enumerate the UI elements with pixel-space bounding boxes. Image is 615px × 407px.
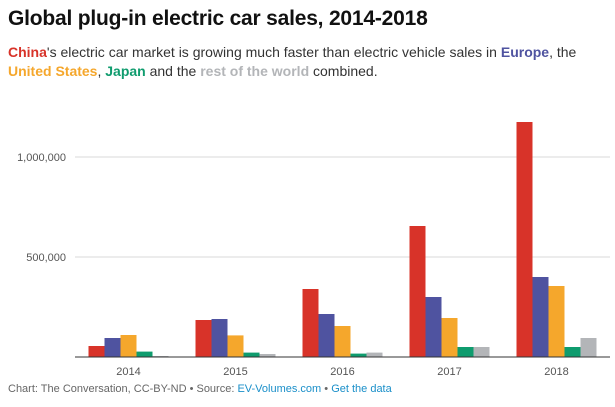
bar-europe-2015: [211, 319, 228, 357]
bar-china-2016: [302, 289, 319, 357]
chart-footer: Chart: The Conversation, CC-BY-ND • Sour…: [8, 383, 392, 395]
bar-china-2018: [516, 122, 533, 357]
bar-europe-2016: [318, 314, 335, 357]
bar-europe-2017: [425, 297, 442, 357]
bar-united-states-2014: [120, 335, 137, 357]
bar-china-2015: [195, 320, 212, 357]
bar-united-states-2018: [548, 286, 565, 357]
x-tick-label: 2016: [330, 366, 354, 378]
get-data-link[interactable]: Get the data: [331, 383, 392, 395]
bar-united-states-2016: [334, 326, 351, 357]
chart-title: Global plug-in electric car sales, 2014-…: [8, 7, 428, 30]
bar-japan-2018: [564, 347, 581, 357]
subtitle-text-3: ,: [97, 63, 106, 79]
chart-subtitle: China's electric car market is growing m…: [8, 43, 608, 81]
legend-united-states: United States: [8, 63, 98, 79]
legend-japan: Japan: [105, 63, 146, 79]
x-tick-label: 2017: [437, 366, 461, 378]
source-link[interactable]: EV-Volumes.com: [237, 383, 322, 395]
legend-rest-of-world: rest of the world: [200, 63, 310, 79]
x-tick-label: 2015: [223, 366, 247, 378]
bar-rest-of-the-world-2017: [473, 347, 490, 357]
bar-europe-2014: [104, 338, 121, 357]
bar-japan-2016: [350, 353, 367, 357]
subtitle-text-2: , the: [549, 44, 577, 60]
bar-rest-of-the-world-2018: [580, 338, 597, 357]
y-tick-label: 1,000,000: [17, 152, 66, 164]
subtitle-text-1: 's electric car market is growing much f…: [46, 44, 501, 60]
y-tick-label: 500,000: [26, 252, 66, 264]
bar-united-states-2017: [441, 318, 458, 357]
bar-europe-2018: [532, 277, 549, 357]
bar-rest-of-the-world-2015: [259, 354, 276, 357]
footer-separator: •: [321, 383, 332, 395]
bar-china-2017: [409, 226, 426, 357]
bar-united-states-2015: [227, 335, 244, 357]
legend-europe: Europe: [500, 44, 550, 60]
bar-japan-2017: [457, 347, 474, 357]
bar-japan-2015: [243, 352, 260, 357]
bar-china-2014: [88, 346, 105, 357]
x-tick-label: 2018: [544, 366, 568, 378]
legend-china: China: [8, 44, 47, 60]
x-tick-label: 2014: [116, 366, 140, 378]
bar-japan-2014: [136, 351, 153, 357]
footer-credit: Chart: The Conversation, CC-BY-ND: [8, 383, 187, 395]
subtitle-text-5: combined.: [309, 63, 378, 79]
bar-rest-of-the-world-2016: [366, 352, 383, 357]
subtitle-text-4: and the: [145, 63, 201, 79]
footer-source-label: • Source:: [186, 383, 238, 395]
